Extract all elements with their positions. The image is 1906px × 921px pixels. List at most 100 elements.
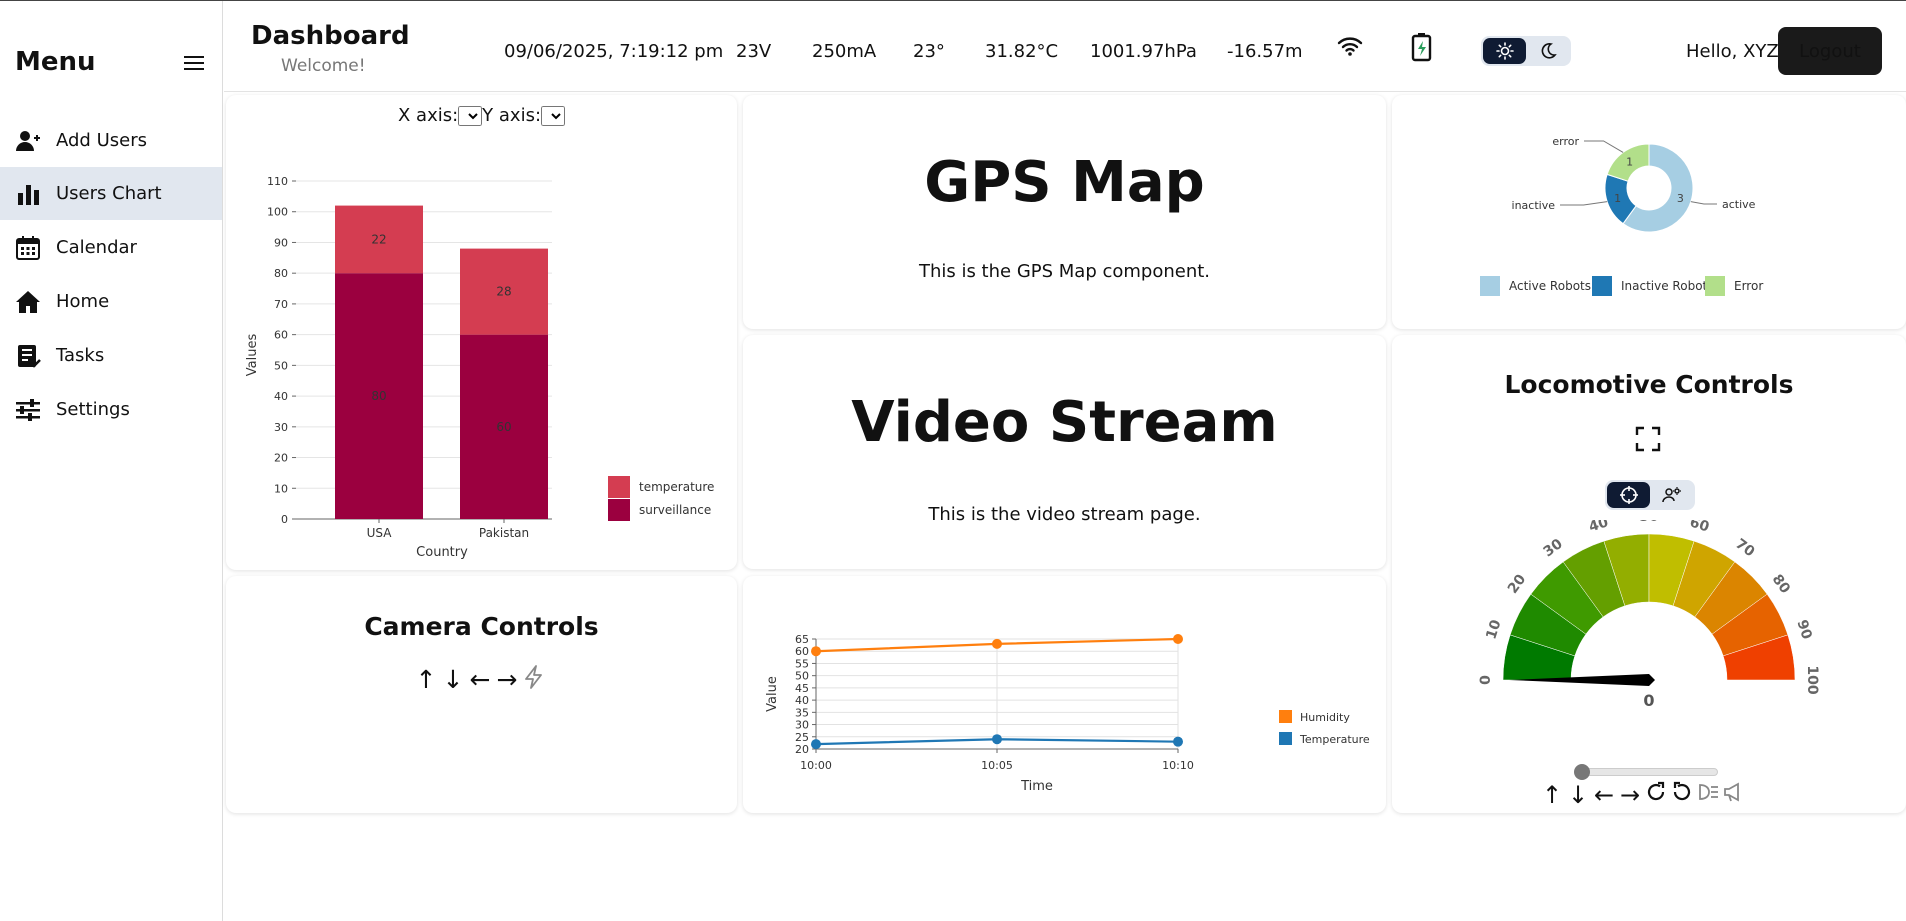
gauge-tick-label: 20 xyxy=(1505,571,1530,596)
user-greeting: Hello, XYZ xyxy=(1686,41,1779,62)
sun-icon xyxy=(1495,42,1514,60)
axis-selectors: X axis: Y axis: xyxy=(226,105,737,126)
bar-surveillance-pakistan xyxy=(460,334,548,519)
x-tick-label: USA xyxy=(367,526,393,540)
gauge-tick-label: 60 xyxy=(1688,520,1712,536)
backward-button[interactable]: ↓ xyxy=(1567,781,1589,809)
legend-label-humidity: Humidity xyxy=(1300,711,1350,724)
bar-chart-icon xyxy=(14,180,42,208)
camera-right-button[interactable]: → xyxy=(496,665,518,694)
bar-data-label: 22 xyxy=(371,232,386,246)
manual-mode-button[interactable] xyxy=(1607,482,1650,508)
donut-slice-label: inactive xyxy=(1512,199,1556,212)
camera-controls-card: Camera Controls ↑ ↓ ← → xyxy=(226,576,737,813)
donut-slice-active xyxy=(1622,143,1694,233)
y-tick-label: 55 xyxy=(795,657,809,670)
bar-data-label: 28 xyxy=(496,285,511,299)
y-tick-label: 10 xyxy=(274,482,288,495)
gauge-tick-label: 40 xyxy=(1587,520,1611,536)
y-tick-label: 40 xyxy=(274,390,288,403)
logout-button[interactable]: Logout xyxy=(1778,27,1882,75)
donut-slice-error xyxy=(1606,143,1650,182)
donut-value-label: 3 xyxy=(1677,192,1684,205)
settings-sliders-icon xyxy=(14,396,42,424)
camera-left-button[interactable]: ← xyxy=(469,665,491,694)
gps-map-title: GPS Map xyxy=(924,150,1205,215)
sensor-line-chart-card: 20 25 30 35 40 45 50 55 60 65 10:00 10:05 10:10 Humid… xyxy=(743,576,1386,813)
rotate-clockwise-icon[interactable] xyxy=(1644,781,1668,809)
sidebar-item-calendar[interactable]: Calendar xyxy=(0,221,222,274)
y-tick-label: 90 xyxy=(274,236,288,249)
left-button[interactable]: ← xyxy=(1593,781,1615,809)
sidebar-item-users-chart[interactable]: Users Chart xyxy=(0,167,222,220)
robot-status-card: 3 active 1 inactive 1 error Active Robots Inact… xyxy=(1392,95,1906,329)
wifi-icon xyxy=(1337,35,1363,61)
donut-leader-line xyxy=(1584,140,1624,153)
y-tick-label: 30 xyxy=(795,719,809,732)
locomotive-controls-title: Locomotive Controls xyxy=(1504,370,1794,399)
camera-up-button[interactable]: ↑ xyxy=(415,665,437,694)
tasks-icon xyxy=(14,342,42,370)
y-axis-title: Values xyxy=(245,334,260,377)
y-tick-label: 100 xyxy=(267,206,288,219)
light-mode-button[interactable] xyxy=(1483,38,1526,64)
theme-toggle[interactable] xyxy=(1481,36,1571,66)
bar-data-label: 80 xyxy=(371,389,386,403)
gauge-needle xyxy=(1509,674,1655,686)
sidebar-item-home[interactable]: Home xyxy=(0,275,222,328)
moon-icon xyxy=(1541,43,1557,59)
menu-title: Menu xyxy=(15,47,96,77)
sidebar-item-label: Calendar xyxy=(56,237,137,258)
hamburger-icon[interactable] xyxy=(183,53,205,73)
sidebar-item-add-users[interactable]: Add Users xyxy=(0,114,222,167)
dark-mode-button[interactable] xyxy=(1526,38,1569,64)
y-tick-label: 25 xyxy=(795,731,809,744)
camera-down-button[interactable]: ↓ xyxy=(442,665,464,694)
y-tick-label: 0 xyxy=(281,513,288,526)
donut-value-label: 1 xyxy=(1614,192,1621,205)
gauge-tick-label: 10 xyxy=(1483,618,1504,642)
x-axis-select[interactable] xyxy=(458,106,483,126)
rotate-counterclockwise-icon[interactable] xyxy=(1670,781,1694,809)
y-tick-label: 35 xyxy=(795,706,809,719)
fullscreen-icon[interactable] xyxy=(1635,426,1661,456)
sidebar: Menu Add Users Users Chart Calendar Home… xyxy=(0,1,223,921)
speed-slider-knob[interactable] xyxy=(1574,764,1590,780)
auto-mode-button[interactable] xyxy=(1650,482,1693,508)
x-axis-title: Country xyxy=(416,545,468,560)
y-tick-label: 45 xyxy=(795,682,809,695)
angle-readout: 23° xyxy=(913,41,945,62)
y-axis-label: Y axis: xyxy=(482,105,542,126)
video-stream-text: This is the video stream page. xyxy=(928,504,1201,525)
gps-map-text: This is the GPS Map component. xyxy=(918,261,1211,282)
legend-label-temperature: temperature xyxy=(639,480,714,494)
speed-slider[interactable] xyxy=(1574,764,1718,780)
sidebar-item-settings[interactable]: Settings xyxy=(0,383,222,436)
forward-button[interactable]: ↑ xyxy=(1541,781,1563,809)
legend-swatch-error xyxy=(1705,276,1725,296)
battery-charging-icon xyxy=(1410,32,1434,66)
gauge-tick-label: 30 xyxy=(1541,536,1566,561)
bar-temperature-usa xyxy=(335,205,423,274)
gauge-tick-label: 100 xyxy=(1804,665,1820,694)
sidebar-item-label: Home xyxy=(56,291,110,312)
legend-swatch-temperature xyxy=(608,476,630,498)
sidebar-item-tasks[interactable]: Tasks xyxy=(0,329,222,382)
gauge-tick-label: 0 xyxy=(1478,675,1494,685)
control-mode-toggle[interactable] xyxy=(1605,480,1695,510)
donut-slice-label: error xyxy=(1552,135,1579,148)
horn-icon[interactable] xyxy=(1722,781,1746,809)
add-user-icon xyxy=(14,127,42,155)
home-icon xyxy=(14,288,42,316)
flash-icon[interactable] xyxy=(522,665,546,695)
donut-slice-label: active xyxy=(1722,198,1756,211)
video-stream-title: Video Stream xyxy=(851,390,1278,455)
y-axis-select[interactable] xyxy=(541,106,566,126)
page-title: Dashboard xyxy=(251,21,410,51)
menu-header: Menu xyxy=(15,47,210,83)
x-tick-label: 10:05 xyxy=(981,759,1013,772)
bar-temperature-pakistan xyxy=(460,248,548,335)
headlight-icon[interactable] xyxy=(1696,781,1720,809)
right-button[interactable]: → xyxy=(1619,781,1641,809)
sidebar-item-label: Add Users xyxy=(56,130,147,151)
